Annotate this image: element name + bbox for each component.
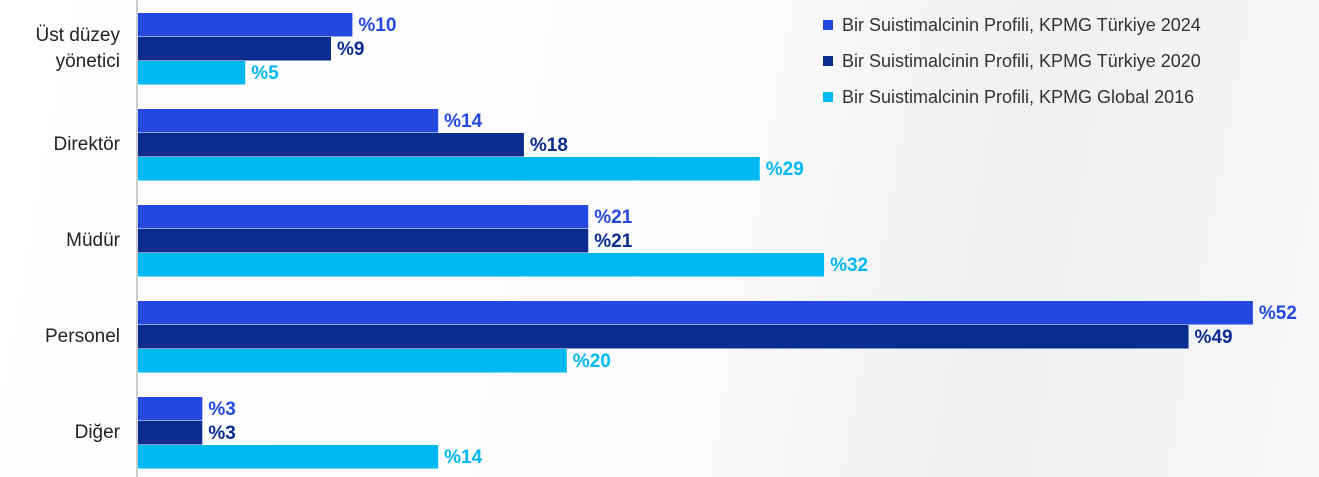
- value-label: %52: [1259, 303, 1297, 324]
- value-label: %14: [444, 111, 482, 132]
- value-label: %9: [337, 39, 364, 60]
- value-label: %3: [208, 399, 235, 420]
- bar: [138, 61, 246, 85]
- bar: [138, 325, 1189, 349]
- bar: [138, 421, 203, 445]
- bar: [138, 253, 825, 277]
- legend-swatch: [823, 92, 833, 102]
- value-label: %3: [208, 423, 235, 444]
- value-label: %14: [444, 447, 482, 468]
- value-label: %21: [594, 231, 632, 252]
- bar: [138, 229, 589, 253]
- category-label: Üst düzey yönetici: [35, 25, 120, 72]
- category-label: Personel: [45, 326, 120, 347]
- value-label: %5: [251, 63, 279, 84]
- bar: [138, 157, 760, 181]
- legend-label: Bir Suistimalcinin Profili, KPMG Global …: [842, 87, 1194, 107]
- legend-label: Bir Suistimalcinin Profili, KPMG Türkiye…: [842, 51, 1201, 71]
- bar: [138, 13, 353, 37]
- value-label: %29: [766, 159, 804, 180]
- value-label: %21: [594, 207, 632, 228]
- bar: [138, 109, 439, 133]
- category-label: Diğer: [74, 422, 120, 443]
- value-label: %49: [1195, 327, 1233, 348]
- category-label: Direktör: [53, 134, 120, 155]
- bar: [138, 397, 203, 421]
- bar: [138, 349, 567, 373]
- bar: [138, 301, 1253, 325]
- legend-swatch: [823, 56, 833, 66]
- bar: [138, 37, 331, 61]
- legend-swatch: [823, 20, 833, 30]
- bar: [138, 133, 524, 157]
- legend-label: Bir Suistimalcinin Profili, KPMG Türkiye…: [842, 15, 1201, 35]
- value-label: %20: [573, 351, 611, 372]
- value-label: %32: [830, 255, 868, 276]
- category-label: Müdür: [66, 230, 120, 251]
- value-label: %10: [358, 15, 396, 36]
- bar: [138, 445, 439, 469]
- value-label: %18: [530, 135, 568, 156]
- bar: [138, 205, 589, 229]
